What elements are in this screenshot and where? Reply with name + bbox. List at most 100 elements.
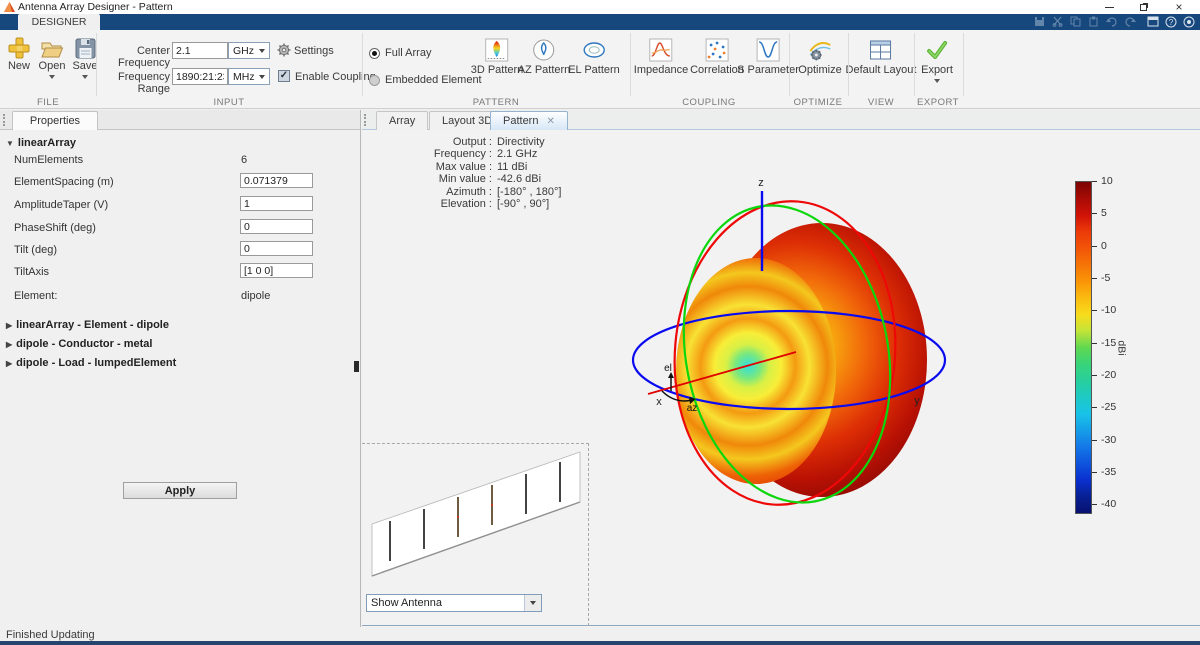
center-frequency-label: Center Frequency (86, 45, 170, 69)
phaseshift-input[interactable] (240, 219, 313, 234)
pattern-az-button[interactable]: AZ Pattern (518, 36, 571, 76)
export-dropdown-arrow[interactable] (934, 79, 940, 83)
export-label: Export (921, 64, 953, 76)
lineararray-section-header[interactable]: ▼linearArray (6, 137, 76, 149)
amplitudetaper-input[interactable] (240, 196, 313, 211)
open-button[interactable]: Open (36, 36, 68, 79)
numelements-value: 6 (241, 154, 247, 166)
export-group-label: EXPORT (917, 97, 959, 108)
colorbar-tick: -10 (1101, 305, 1116, 316)
colorbar-tick: 5 (1101, 208, 1107, 219)
elementspacing-input[interactable] (240, 173, 313, 188)
frequency-range-unit: MHz (233, 71, 255, 83)
panel-splitter-grip[interactable] (354, 361, 359, 372)
coupling-group-label: COUPLING (682, 97, 736, 108)
ribbon-toolbar: New Open Save Center Frequency GHz Setti… (0, 30, 1200, 96)
open-label: Open (39, 60, 66, 72)
export-button[interactable]: Export (921, 36, 953, 83)
frequency-range-unit-select[interactable]: MHz (228, 68, 270, 85)
x-axis-label: x (656, 396, 662, 408)
ground-plane (372, 452, 580, 576)
close-tab-icon[interactable]: ✕ (546, 116, 554, 127)
frequency-range-input[interactable] (172, 68, 228, 85)
dropdown-button[interactable] (524, 595, 541, 611)
restore-button[interactable] (1128, 0, 1158, 14)
pattern-3d-label: 3D Pattern (471, 64, 524, 76)
document-tab-bar: Array Layout 3D Pattern ✕ (362, 110, 1200, 130)
chevron-down-icon (259, 49, 265, 53)
colorbar (1075, 181, 1092, 514)
settings-button[interactable]: Settings (294, 45, 334, 57)
pattern-el-icon (581, 37, 607, 63)
copy-icon[interactable] (1068, 15, 1083, 28)
default-layout-button[interactable]: Default Layout (846, 36, 917, 76)
optimize-button[interactable]: Optimize (798, 36, 841, 76)
section-collapsed-icon: ▶ (6, 321, 12, 330)
panel-grip[interactable] (3, 114, 6, 126)
layout-window-icon[interactable] (1145, 15, 1160, 28)
show-antenna-dropdown[interactable]: Show Antenna (366, 594, 542, 612)
load-lumpedelement-section-header[interactable]: ▶dipole - Load - lumpedElement (6, 357, 176, 369)
tab-array[interactable]: Array (376, 111, 428, 130)
apply-button[interactable]: Apply (123, 482, 237, 499)
ribbon-group-labels: FILE INPUT PATTERN COUPLING OPTIMIZE VIE… (0, 96, 1200, 109)
info-value: 11 dBi (497, 161, 561, 173)
y-axis-label: y (914, 395, 920, 407)
info-label: Output : (398, 136, 492, 148)
chevron-down-icon (259, 75, 265, 79)
pattern-el-button[interactable]: EL Pattern (568, 36, 620, 76)
undo-icon[interactable] (1104, 15, 1119, 28)
pattern-info-block: Output :Directivity Frequency :2.1 GHz M… (398, 136, 561, 210)
tiltaxis-input[interactable] (240, 263, 313, 278)
minimize-button[interactable] (1094, 0, 1124, 14)
conductor-metal-section-header[interactable]: ▶dipole - Conductor - metal (6, 338, 152, 350)
cut-icon[interactable] (1050, 15, 1065, 28)
pattern-figure: Output :Directivity Frequency :2.1 GHz M… (362, 130, 1200, 626)
redo-icon[interactable] (1122, 15, 1137, 28)
pattern-3d-icon (484, 37, 510, 63)
status-bar: Finished Updating (0, 628, 1200, 641)
open-folder-icon (40, 36, 64, 60)
correlation-button[interactable]: Correlation (690, 36, 744, 76)
panel-grip[interactable] (364, 114, 367, 126)
optimize-icon (807, 37, 833, 63)
frequency-range-label: Frequency Range (86, 71, 170, 95)
properties-panel: Properties ▼linearArray NumElements 6 El… (0, 110, 361, 627)
pattern-3d-button[interactable]: 3D Pattern (471, 36, 524, 76)
impedance-icon (648, 37, 674, 63)
tab-designer[interactable]: DESIGNER (18, 14, 100, 30)
quick-save-icon[interactable] (1032, 15, 1047, 28)
open-dropdown-arrow[interactable] (49, 75, 55, 79)
section-collapsed-icon: ▶ (6, 359, 12, 368)
new-icon (7, 36, 31, 60)
colorbar-unit-label: dBi (1116, 340, 1128, 355)
pattern-3d-plot[interactable]: z x y el az (600, 140, 1070, 560)
field-label: PhaseShift (deg) (14, 222, 96, 234)
community-icon[interactable] (1181, 15, 1196, 28)
impedance-button[interactable]: Impedance (634, 36, 688, 76)
new-label: New (8, 60, 30, 72)
pattern-panel: Array Layout 3D Pattern ✕ Output :Direct… (362, 110, 1200, 627)
info-value: 2.1 GHz (497, 148, 561, 160)
default-layout-label: Default Layout (846, 64, 917, 76)
enable-coupling-checkbox[interactable]: ✓ (278, 70, 290, 82)
paste-icon[interactable] (1086, 15, 1101, 28)
settings-gear-icon (277, 43, 291, 57)
tab-properties[interactable]: Properties (12, 111, 98, 130)
embedded-element-radio[interactable] (369, 75, 380, 86)
default-layout-icon (868, 37, 894, 63)
tilt-input[interactable] (240, 241, 313, 256)
tab-pattern[interactable]: Pattern ✕ (490, 111, 568, 130)
info-value: [-90° , 90°] (497, 198, 561, 210)
close-button[interactable]: × (1164, 0, 1194, 14)
colorbar-tick: -15 (1101, 338, 1116, 349)
window-bottom-border (0, 641, 1200, 645)
center-frequency-unit-select[interactable]: GHz (228, 42, 270, 59)
help-icon[interactable]: ? (1163, 15, 1178, 28)
full-array-radio[interactable] (369, 48, 380, 59)
element-dipole-section-header[interactable]: ▶linearArray - Element - dipole (6, 319, 169, 331)
z-axis-label: z (758, 177, 764, 189)
center-frequency-input[interactable] (172, 42, 228, 59)
field-label: Tilt (deg) (14, 244, 57, 256)
new-button[interactable]: New (4, 36, 34, 72)
